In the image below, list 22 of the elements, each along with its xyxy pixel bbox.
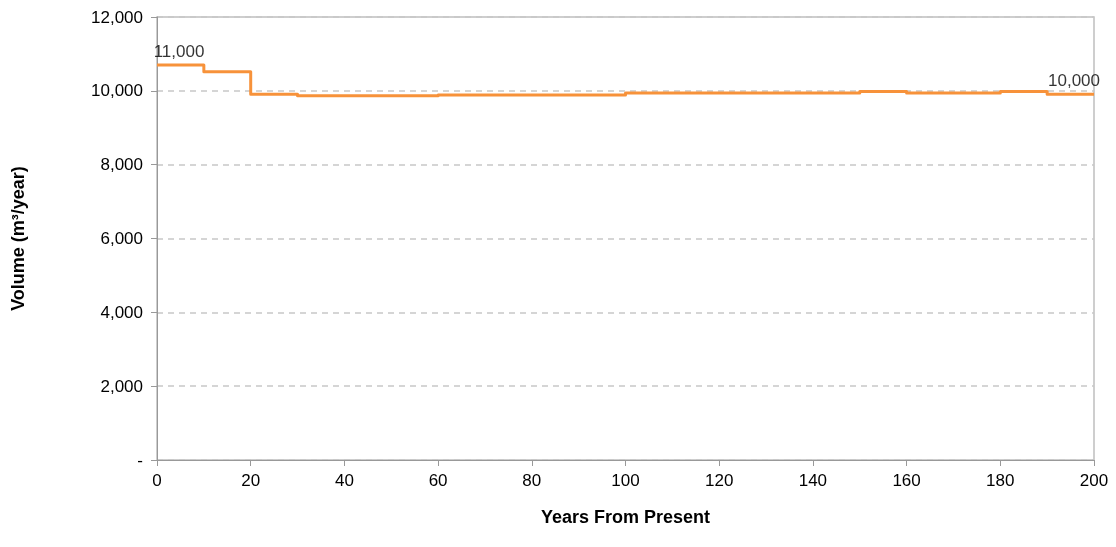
x-tick-label: 120	[705, 471, 734, 490]
x-tick-label: 160	[892, 471, 921, 490]
y-tick-label: 6,000	[100, 229, 143, 248]
x-tick-label: 180	[986, 471, 1015, 490]
y-tick-label: 12,000	[91, 7, 143, 27]
x-tick-label: 200	[1079, 471, 1109, 490]
y-axis-title: Volume (m³/year)	[8, 166, 28, 311]
y-tick-label: 2,000	[100, 376, 143, 396]
x-tick-label: 140	[798, 471, 828, 490]
x-tick-label: 80	[522, 471, 542, 490]
x-tick-label: 100	[611, 471, 640, 490]
y-tick-label: -	[137, 450, 143, 470]
x-axis-title: Years From Present	[540, 507, 711, 527]
x-tick-label: 40	[334, 471, 354, 490]
annotation: 10,000	[1048, 71, 1100, 91]
x-tick-label: 0	[152, 471, 162, 490]
y-tick-label: 10,000	[91, 81, 143, 101]
x-tick-label: 20	[241, 471, 261, 490]
y-tick-label: 8,000	[100, 155, 143, 175]
x-tick-label: 60	[428, 471, 448, 490]
annotation: 11,000	[153, 41, 205, 61]
y-tick-label: 4,000	[100, 302, 143, 322]
